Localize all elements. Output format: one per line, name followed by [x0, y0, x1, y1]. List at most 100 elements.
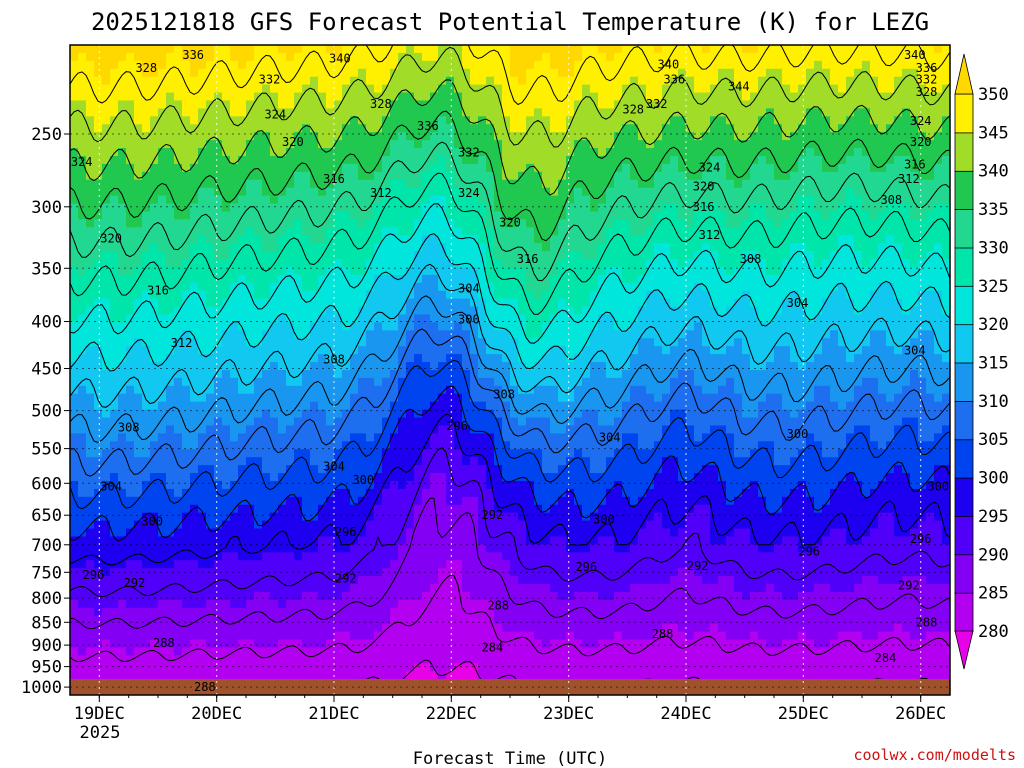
field-cell	[126, 219, 135, 228]
field-cell	[510, 219, 519, 228]
field-cell	[686, 385, 695, 395]
field-cell	[390, 370, 399, 379]
field-cell	[854, 362, 863, 371]
field-cell	[486, 393, 495, 403]
field-cell	[686, 116, 695, 125]
field-cell	[222, 338, 231, 347]
field-cell	[310, 52, 319, 62]
field-cell	[878, 298, 887, 308]
field-cell	[686, 370, 695, 379]
field-cell	[590, 330, 599, 339]
field-cell	[750, 298, 759, 308]
field-cell	[150, 385, 159, 395]
field-cell	[238, 346, 247, 355]
field-cell	[782, 171, 791, 181]
field-cell	[598, 179, 607, 189]
field-cell	[486, 266, 495, 276]
field-cell	[646, 148, 655, 157]
field-cell	[230, 235, 239, 244]
field-cell	[502, 362, 511, 371]
field-cell	[334, 251, 343, 260]
field-cell	[206, 187, 215, 197]
field-cell	[334, 52, 343, 62]
field-cell	[558, 259, 567, 268]
field-cell	[942, 266, 950, 276]
field-cell	[614, 179, 623, 189]
field-cell	[806, 52, 815, 62]
field-cell	[126, 401, 135, 411]
field-cell	[934, 203, 943, 213]
field-cell	[646, 100, 655, 110]
field-cell	[790, 346, 799, 355]
field-cell	[486, 259, 495, 268]
field-cell	[278, 282, 287, 292]
field-cell	[886, 68, 895, 78]
field-cell	[726, 306, 735, 316]
field-cell	[110, 251, 119, 260]
field-cell	[902, 68, 911, 78]
field-cell	[614, 148, 623, 157]
field-cell	[398, 235, 407, 244]
field-cell	[534, 346, 543, 355]
field-cell	[894, 100, 903, 110]
field-cell	[414, 401, 423, 411]
field-cell	[758, 60, 767, 70]
field-cell	[646, 211, 655, 220]
field-cell	[654, 354, 663, 363]
field-cell	[838, 155, 847, 165]
field-cell	[734, 370, 743, 379]
field-cell	[110, 45, 119, 54]
field-cell	[510, 52, 519, 62]
field-cell	[630, 68, 639, 78]
field-cell	[942, 306, 950, 316]
field-cell	[654, 52, 663, 62]
field-cell	[94, 52, 103, 62]
field-cell	[630, 195, 639, 205]
field-cell	[230, 203, 239, 213]
field-cell	[438, 219, 447, 228]
field-cell	[270, 100, 279, 110]
field-cell	[78, 171, 87, 181]
field-cell	[294, 338, 303, 347]
field-cell	[926, 290, 935, 300]
field-cell	[486, 140, 495, 149]
field-cell	[310, 195, 319, 205]
field-cell	[526, 377, 535, 387]
field-cell	[254, 322, 263, 331]
field-cell	[86, 243, 95, 252]
field-cell	[702, 235, 711, 244]
field-cell	[246, 251, 255, 260]
field-cell	[590, 171, 599, 181]
field-cell	[462, 346, 471, 355]
field-cell	[286, 132, 295, 141]
field-cell	[158, 195, 167, 205]
field-cell	[310, 84, 319, 94]
field-cell	[454, 227, 463, 236]
field-cell	[270, 179, 279, 189]
field-cell	[774, 132, 783, 141]
field-cell	[750, 124, 759, 133]
field-cell	[518, 148, 527, 157]
field-cell	[766, 362, 775, 371]
field-cell	[646, 45, 655, 54]
field-cell	[574, 140, 583, 149]
field-cell	[126, 60, 135, 70]
field-cell	[782, 235, 791, 244]
field-cell	[734, 155, 743, 165]
field-cell	[342, 370, 351, 379]
field-cell	[246, 155, 255, 165]
field-cell	[494, 108, 503, 117]
field-cell	[318, 203, 327, 213]
field-cell	[894, 370, 903, 379]
field-cell	[278, 401, 287, 411]
field-cell	[902, 108, 911, 117]
field-cell	[662, 148, 671, 157]
field-cell	[406, 124, 415, 133]
field-cell	[630, 171, 639, 181]
field-cell	[766, 45, 775, 54]
field-cell	[382, 298, 391, 308]
field-cell	[446, 116, 455, 125]
field-cell	[398, 187, 407, 197]
field-cell	[270, 362, 279, 371]
field-cell	[542, 243, 551, 252]
